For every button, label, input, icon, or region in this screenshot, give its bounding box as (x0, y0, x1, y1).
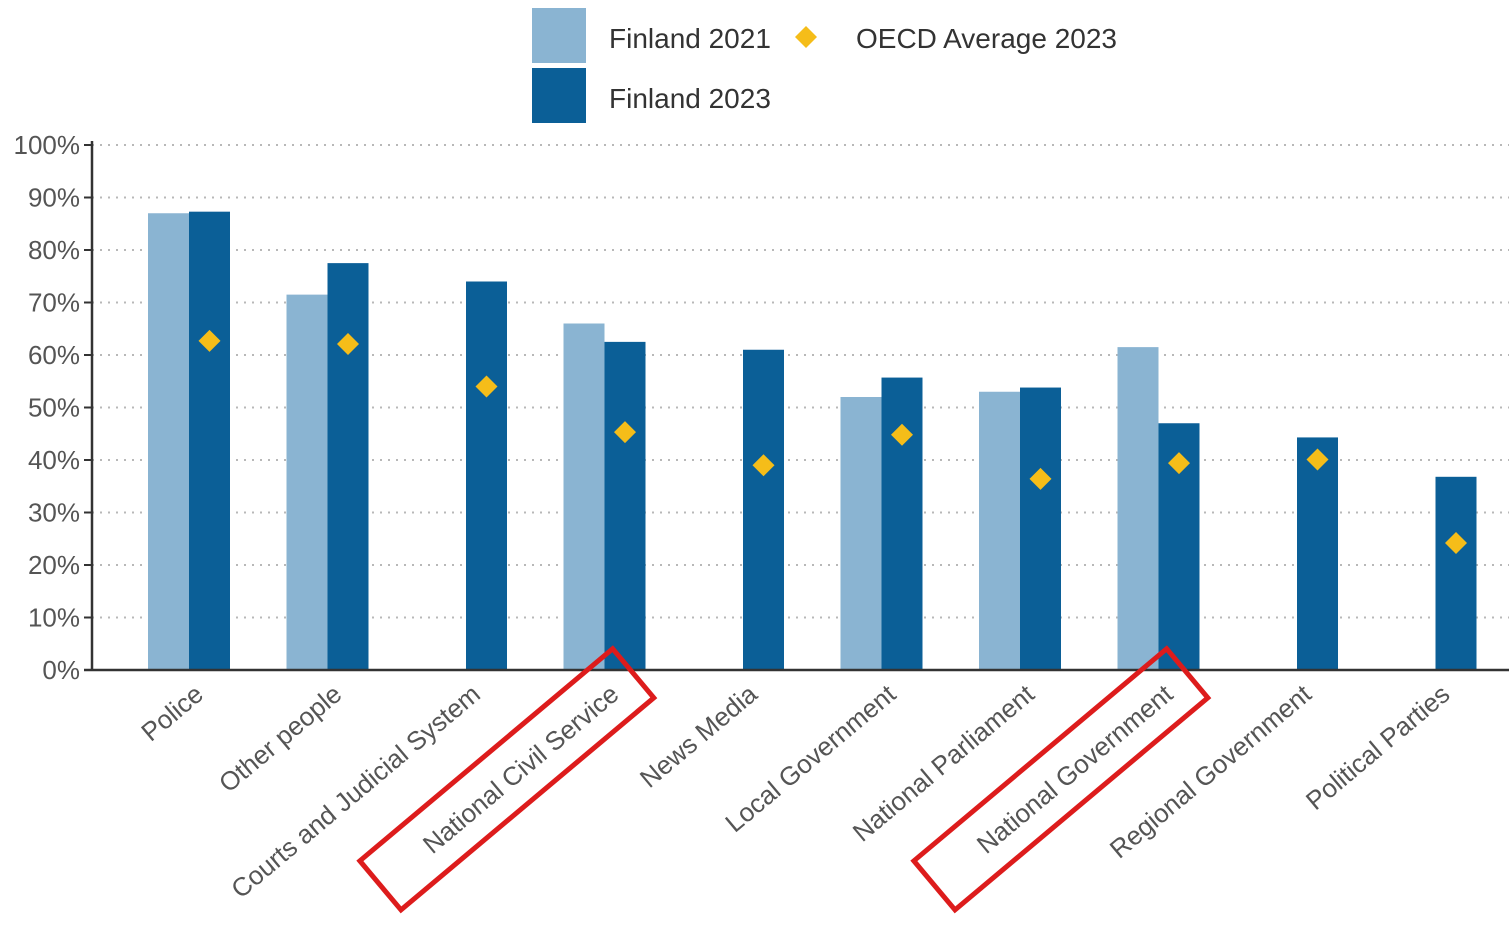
bar-finland-2021-other-people (286, 294, 328, 670)
highlight-box-national-civil-service (356, 645, 658, 914)
bar-finland-2023-political-parties (1435, 476, 1477, 670)
y-tick-label: 70% (28, 288, 80, 318)
highlight-boxes (356, 645, 1212, 914)
bar-finland-2021-national-government (1117, 347, 1159, 670)
legend: Finland 2021 Finland 2023 OECD Average 202… (532, 8, 1117, 123)
y-tick-label: 0% (42, 655, 80, 685)
legend-label-finland-2021: Finland 2021 (609, 23, 771, 54)
axes (84, 141, 1509, 672)
legend-label-oecd-average-2023: OECD Average 2023 (856, 23, 1117, 54)
highlight-box-national-government (910, 645, 1212, 914)
y-tick-label: 10% (28, 603, 80, 633)
y-tick-label: 40% (28, 445, 80, 475)
bars (148, 211, 1477, 671)
bar-finland-2023-police (189, 211, 230, 671)
y-tick-label: 60% (28, 340, 80, 370)
oecd-marker-national-civil-service (614, 421, 636, 444)
y-axis-ticks: 0% 10% 20% 30% 40% 50% 60% 70% 80% 90% 100% (14, 130, 92, 685)
bar-finland-2023-other-people (327, 263, 369, 670)
oecd-marker-other-people (337, 332, 359, 355)
oecd-marker-local-government (891, 423, 913, 446)
legend-swatch-finland-2021 (532, 8, 586, 63)
oecd-marker-courts-and-judicial-system (475, 375, 498, 398)
oecd-marker-regional-government (1306, 448, 1329, 471)
y-tick-label: 50% (28, 393, 80, 423)
y-tick-label: 90% (28, 183, 80, 213)
y-tick-label: 20% (28, 550, 80, 580)
y-tick-label: 30% (28, 498, 80, 528)
legend-label-finland-2023: Finland 2023 (609, 83, 771, 114)
x-label-police: Police (135, 679, 209, 748)
oecd-marker-national-government (1168, 452, 1190, 475)
oecd-marker-news-media (752, 454, 775, 477)
y-tick-label: 80% (28, 235, 80, 265)
legend-swatch-finland-2023 (532, 68, 586, 123)
oecd-markers (198, 329, 1467, 554)
bar-finland-2021-national-civil-service (563, 323, 605, 670)
bar-finland-2021-police (148, 213, 189, 670)
x-label-other-people: Other people (213, 679, 347, 799)
x-label-political-parties: Political Parties (1300, 679, 1455, 816)
bar-finland-2023-courts-and-judicial-system (466, 281, 507, 670)
y-tick-label: 100% (14, 130, 81, 160)
bar-finland-2021-local-government (840, 397, 882, 670)
bar-finland-2023-regional-government (1297, 437, 1338, 670)
bar-finland-2023-local-government (881, 377, 923, 670)
oecd-marker-political-parties (1445, 531, 1467, 554)
bar-finland-2021-national-parliament (979, 391, 1020, 670)
oecd-marker-police (198, 329, 221, 352)
bar-finland-2023-news-media (743, 349, 784, 670)
bar-finland-2023-national-civil-service (604, 341, 646, 670)
oecd-marker-national-parliament (1029, 467, 1052, 490)
bar-finland-2023-national-parliament (1020, 387, 1061, 670)
legend-swatch-oecd-average-2023 (795, 26, 817, 48)
